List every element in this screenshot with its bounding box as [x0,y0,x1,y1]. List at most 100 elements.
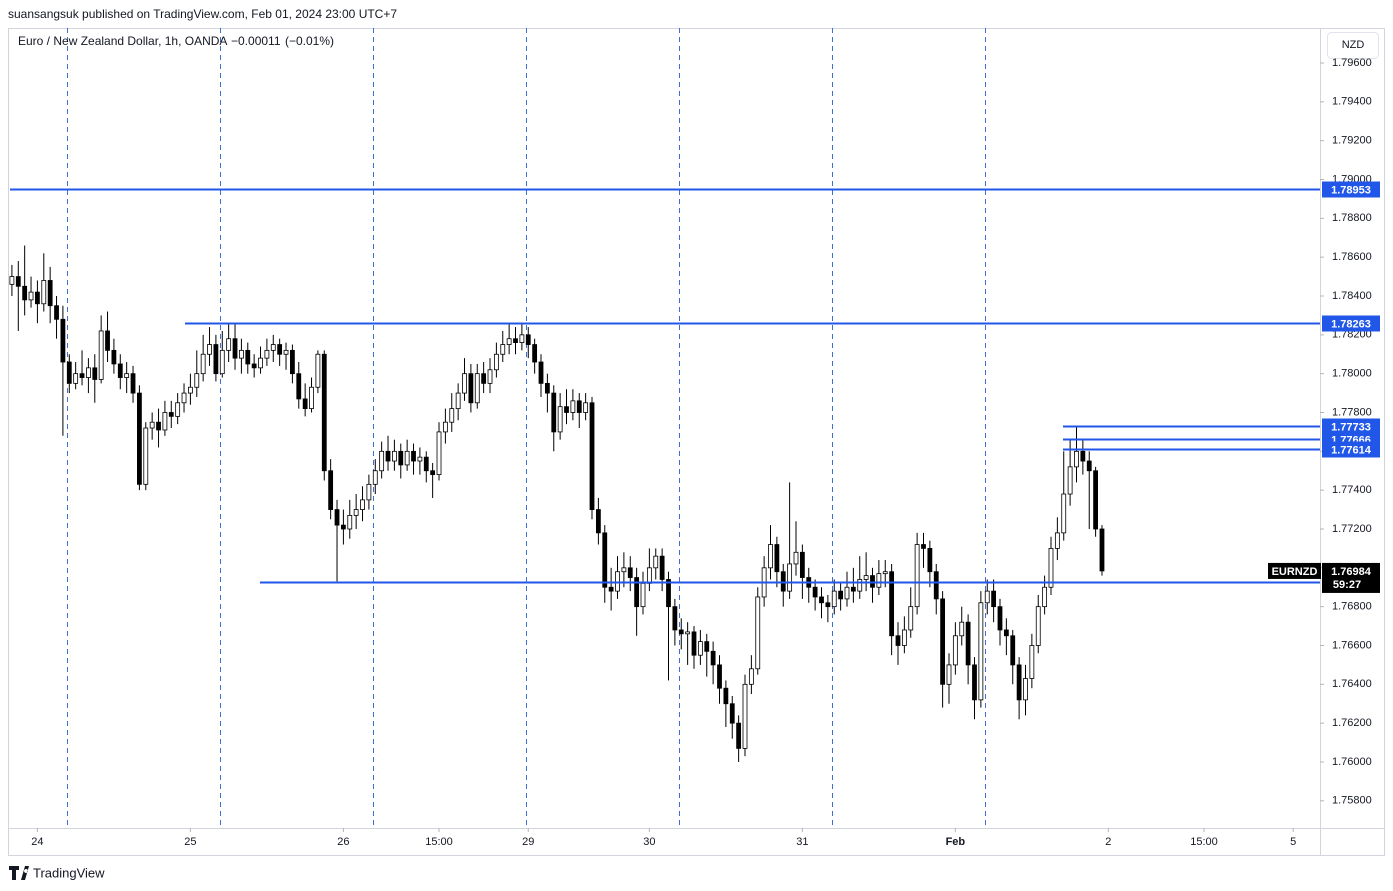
candle-body [991,590,997,608]
candle-body [972,664,977,701]
candle-body [717,664,722,689]
candle-body [978,602,984,701]
candle-body [442,421,448,433]
candle-body [124,373,130,378]
candle-body [86,367,91,378]
level-label: 1.78953 [1331,184,1371,196]
candle-body [232,338,238,359]
candle-body [175,402,181,417]
candle-body [423,456,429,472]
candle-body [691,631,697,656]
candle-body [793,551,799,565]
candle-body [1099,528,1105,572]
candle-body [372,470,378,485]
candle-body [194,373,200,388]
candle-body [640,582,646,608]
candle-body [251,363,257,369]
candle-body [595,509,601,534]
candle-body [653,555,659,569]
y-tick-label: 1.78800 [1332,212,1372,224]
y-tick-label: 1.77400 [1332,484,1372,496]
candle-body [149,421,155,429]
brand-logo[interactable]: TradingView [9,865,105,880]
candle-body [28,291,34,301]
candle-body [226,338,232,351]
candle-body [564,406,569,413]
candle-body [219,349,225,375]
candle-body [838,590,844,600]
candle-body [398,450,404,466]
candle-body [952,635,958,666]
last-price-label: 1.76984 [1331,566,1372,578]
candle-body [997,606,1003,631]
candle-body [391,450,397,462]
candle-body [436,431,442,476]
candle-body [914,544,920,608]
candle-body [1029,645,1035,679]
candle-body [1061,493,1067,534]
x-tick-label: 29 [522,836,534,848]
candle-body [35,291,40,305]
candle-body [513,338,518,343]
x-tick-label: 25 [184,836,196,848]
candle-body [1003,629,1009,637]
candle-body [768,544,773,569]
symbol-label: EURNZD [1272,566,1318,578]
candle-body [493,353,499,371]
publish-header: suansangsuk published on TradingView.com… [8,7,397,21]
brand-name[interactable]: TradingView [33,865,105,880]
candle-body [1093,470,1099,530]
candle-body [525,334,531,345]
y-tick-label: 1.77800 [1332,406,1372,418]
y-tick-label: 1.76000 [1332,756,1372,768]
y-tick-label: 1.76200 [1332,717,1372,729]
candle-body [532,344,538,363]
candle-body [60,318,66,363]
candle-body [901,629,907,646]
candle-body [946,664,952,685]
candle-body [666,579,671,608]
y-tick-label: 1.78400 [1332,290,1372,302]
y-tick-label: 1.75800 [1332,795,1372,807]
level-label: 1.77733 [1331,421,1371,433]
candle-body [385,450,391,462]
candle-body [659,555,665,580]
candle-body [258,357,263,369]
symbol-tag [1268,562,1321,579]
candle-body [188,386,193,394]
x-tick-label: 24 [31,836,43,848]
x-tick-label: Feb [946,836,966,848]
currency[interactable]: NZD [1342,39,1365,51]
candle-body [239,349,244,359]
level-tag [1322,181,1380,198]
candle-body [315,353,321,388]
candle-body [353,509,359,516]
x-tick-label: 2 [1105,836,1111,848]
candle-body [500,344,506,355]
candle-body [487,369,493,384]
candle-body [736,722,742,749]
candle-body [321,353,327,472]
candle-body [117,363,123,378]
candle-body [927,548,933,573]
candle-body [207,344,212,355]
candle-body [882,571,888,575]
candle-body [646,567,652,584]
candle-body [302,398,308,410]
currency-button[interactable] [1327,32,1379,59]
candle-body [583,402,589,413]
brand-icon[interactable] [9,866,29,880]
candle-body [825,602,831,608]
candle-body [417,456,423,462]
candle-body [602,532,608,588]
candle-body [411,450,416,462]
candle-body [449,408,455,423]
candle-body [876,573,882,588]
candle-body [9,276,15,285]
candle-body [672,606,678,631]
candle-body [697,641,703,656]
candle-body [283,349,289,355]
candle-body [850,586,856,592]
